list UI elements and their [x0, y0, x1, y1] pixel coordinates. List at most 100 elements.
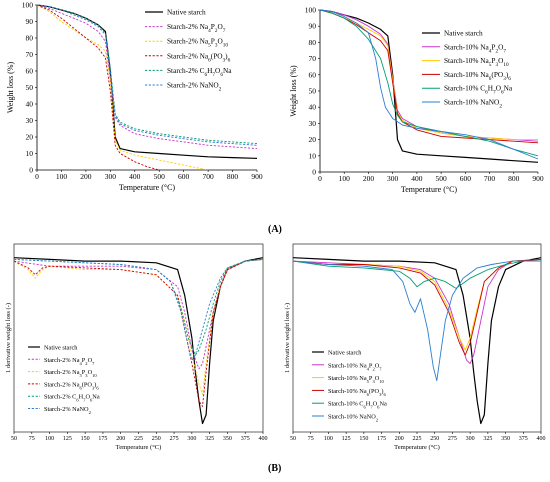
x-tick-label: 100: [339, 174, 351, 183]
x-tick-label: 700: [202, 172, 214, 181]
y-tick-label: 20: [26, 133, 34, 142]
y-tick-label: 0: [312, 168, 316, 177]
x-tick-label: 700: [484, 174, 496, 183]
x-tick-label: 375: [241, 436, 250, 442]
legend-label-native: Native starch: [167, 8, 206, 17]
legend-label-nano2: Starch-10% NaNO2: [444, 98, 502, 110]
series-line-nano2: [292, 260, 541, 382]
x-tick-label: 275: [170, 436, 179, 442]
chart-a-left: 0 100 200 300 400 500 600 700 800 900 0 10 20 30 40 50 6…: [6, 1, 263, 193]
y-axis-label: Weight loss (%): [289, 65, 298, 117]
x-tick-label: 400: [411, 174, 423, 183]
legend-label-na5p3o10: Starch-2% Na5P3O10: [44, 369, 97, 378]
legend-label-native: Native starch: [44, 345, 78, 352]
legend-label-na5p3o10: Starch-10% Na5P3O10: [444, 56, 509, 68]
x-tick-label: 800: [508, 174, 520, 183]
legend-label-native: Native starch: [328, 350, 362, 357]
x-tick-label: 800: [227, 172, 239, 181]
series-line-c6h7o6na: [36, 4, 258, 145]
x-tick-label: 175: [377, 436, 386, 442]
x-tick-label: 0: [35, 172, 39, 181]
y-tick-label: 70: [26, 50, 34, 59]
legend-label-nano2: Starch-2% NaNO2: [44, 406, 92, 415]
x-tick-label: 250: [430, 436, 439, 442]
x-tick-label: 0: [318, 174, 322, 183]
y-tick-label: 100: [22, 1, 34, 10]
x-tick-label: 225: [134, 436, 143, 442]
x-tick-label: 325: [205, 436, 214, 442]
chart-a-right: 0 100 200 300 400 500 600 700 800 900 0 10 20 30 40 50 6…: [289, 6, 544, 195]
legend-label-na6po3: Starch-2% Na6(PO3)6: [167, 51, 231, 63]
panel-b-label: (B): [268, 463, 282, 474]
legend-label-c6h7o6na: Starch-10% C6H7O6Na: [328, 401, 387, 410]
x-tick-label: 600: [178, 172, 190, 181]
y-tick-label: 10: [26, 149, 34, 158]
x-tick-label: 75: [308, 436, 314, 442]
x-tick-label: 125: [63, 436, 72, 442]
chart-b-left: 50 75 100 125 150 175 200 225 250 275 300 325 350 375…: [5, 243, 268, 451]
x-tick-label: 300: [187, 436, 196, 442]
y-tick-label: 30: [309, 119, 317, 128]
x-tick-label: 100: [45, 436, 54, 442]
y-tick-label: 80: [309, 38, 317, 47]
series-line-c6h7o6na: [292, 260, 541, 289]
legend-label-na5p3o10: Starch-2% Na5P3O10: [167, 37, 228, 49]
legend-label-na4p2o7: Starch-10% Na4P2O7: [444, 42, 506, 54]
y-tick-label: 20: [309, 135, 317, 144]
series-line-native: [292, 257, 542, 425]
series-line-nano2: [36, 4, 258, 146]
legend-label-na4p2o7: Starch-10% Na4P2O7: [328, 362, 382, 371]
legend-label-c6h7o6na: Starch-2% C6H7O6Na: [167, 66, 232, 78]
x-tick-label: 350: [223, 436, 232, 442]
legend-label-na6po3: Starch-10% Na6(PO3)6: [328, 388, 386, 397]
series-line-nano2: [319, 9, 539, 160]
x-tick-label: 900: [251, 172, 263, 181]
x-tick-label: 500: [154, 172, 166, 181]
series-line-c6h7o6na: [319, 9, 539, 157]
x-tick-label: 300: [387, 174, 399, 183]
legend-label-nano2: Starch-2% NaNO2: [167, 81, 222, 93]
x-tick-label: 200: [363, 174, 375, 183]
x-tick-label: 300: [105, 172, 117, 181]
x-tick-label: 200: [80, 172, 92, 181]
x-tick-label: 250: [152, 436, 161, 442]
series-line-na5p3o10: [36, 4, 209, 171]
y-tick-label: 60: [309, 70, 317, 79]
x-axis-label: Temperature (°C): [401, 185, 458, 194]
panel-a-label: (A): [268, 224, 282, 235]
chart-b-right: 50 75 100 125 150 175 200 225 250 275 300 325 350 375…: [284, 243, 546, 451]
y-tick-label: 40: [309, 103, 317, 112]
y-tick-label: 90: [26, 17, 34, 26]
series-line-nano2: [13, 258, 264, 361]
x-tick-label: 75: [29, 436, 35, 442]
legend-label-na5p3o10: Starch-10% Na5P3O10: [328, 375, 385, 384]
y-tick-label: 70: [309, 54, 317, 63]
legend-label-na4p2o7: Starch-2% Na4P2O7: [44, 357, 95, 366]
x-tick-label: 125: [342, 436, 351, 442]
y-tick-label: 80: [26, 34, 34, 43]
x-tick-label: 400: [537, 436, 546, 442]
x-tick-label: 300: [466, 436, 475, 442]
y-tick-label: 50: [309, 87, 317, 96]
x-tick-label: 150: [81, 436, 90, 442]
x-tick-label: 50: [11, 436, 17, 442]
legend-label-na4p2o7: Starch-2% Na4P2O7: [167, 22, 226, 34]
x-axis-label: Temperature (°C): [394, 444, 440, 451]
series-line-na4p2o7: [13, 258, 264, 370]
y-tick-label: 0: [29, 166, 33, 175]
legend-label-native: Native starch: [444, 29, 483, 38]
x-tick-label: 175: [98, 436, 107, 442]
y-axis-label: Weight loss (%): [6, 61, 15, 113]
x-tick-label: 100: [56, 172, 68, 181]
series-line-na6po3: [36, 4, 160, 171]
series-line-na6po3: [13, 258, 264, 407]
x-tick-label: 200: [395, 436, 404, 442]
y-tick-label: 30: [26, 116, 34, 125]
x-tick-label: 150: [359, 436, 368, 442]
y-tick-label: 60: [26, 67, 34, 76]
y-tick-label: 50: [26, 83, 34, 92]
x-tick-label: 200: [116, 436, 125, 442]
legend-label-nano2: Starch-10% NaNO2: [328, 414, 379, 423]
y-tick-label: 100: [305, 6, 317, 15]
